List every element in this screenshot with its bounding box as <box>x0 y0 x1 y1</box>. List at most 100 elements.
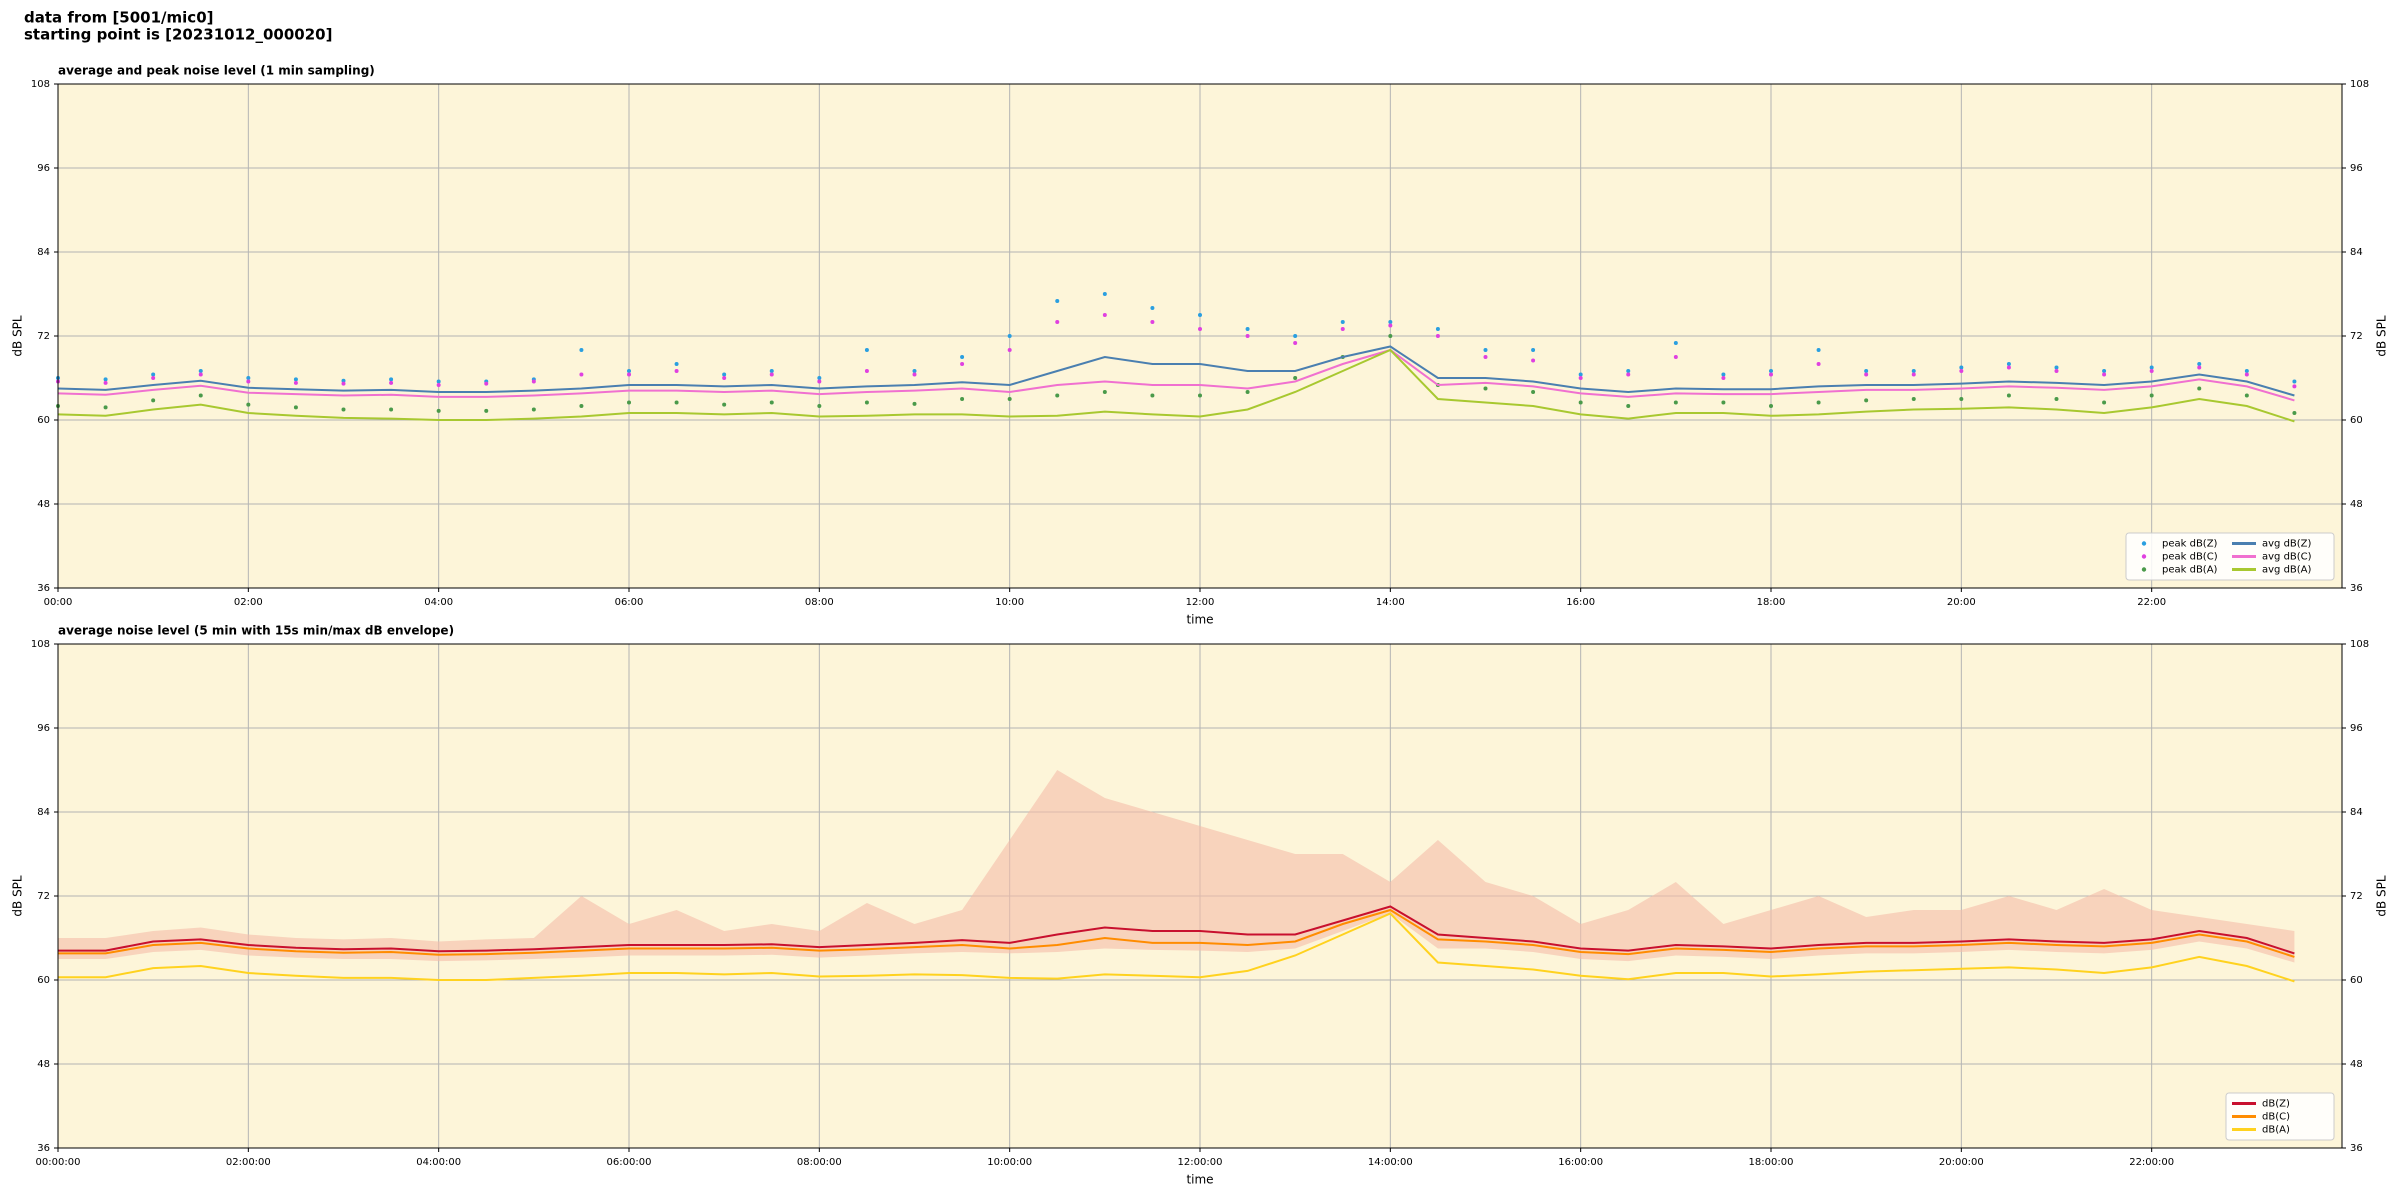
x-tick-label: 16:00:00 <box>1558 1157 1603 1168</box>
peak-dot <box>1198 313 1202 317</box>
peak-dot <box>817 404 822 408</box>
peak-dot <box>769 400 774 405</box>
peak-dot <box>484 381 489 386</box>
peak-dot <box>1769 372 1773 377</box>
peak-dot <box>246 402 251 407</box>
y-tick-label-right: 96 <box>2350 163 2363 174</box>
peak-dot <box>1388 334 1393 338</box>
y-axis-label: dB SPL <box>11 315 25 357</box>
peak-dot <box>1769 404 1773 408</box>
peak-dot <box>674 369 679 373</box>
peak-dot <box>1483 355 1488 359</box>
peak-dot <box>722 376 727 380</box>
peak-dot <box>1055 393 1060 398</box>
peak-dot <box>1531 358 1536 363</box>
peak-dot <box>1769 369 1773 373</box>
peak-dot <box>1245 327 1250 331</box>
peak-dot <box>1055 299 1060 303</box>
peak-dot <box>1673 400 1678 405</box>
y-tick-label: 36 <box>37 583 50 594</box>
peak-dot <box>627 372 631 377</box>
x-tick-label: 04:00 <box>424 597 453 608</box>
x-tick-label: 06:00:00 <box>607 1157 652 1168</box>
peak-dot <box>1198 327 1202 331</box>
peak-dot <box>1198 393 1202 398</box>
peak-dot <box>2006 393 2011 398</box>
x-tick-label: 22:00:00 <box>2129 1157 2174 1168</box>
x-tick-label: 04:00:00 <box>416 1157 461 1168</box>
x-tick-label: 14:00 <box>1376 597 1405 608</box>
peak-dot <box>1102 313 1107 317</box>
peak-dot <box>2292 411 2297 415</box>
y-tick-label: 72 <box>37 891 50 902</box>
peak-dot <box>151 376 156 380</box>
y-tick-label-right: 60 <box>2350 415 2363 426</box>
peak-dot <box>1293 376 1298 380</box>
legend-marker <box>2141 567 2147 572</box>
header-source: data from [5001/mic0] <box>24 9 214 27</box>
chart-title: average noise level (5 min with 15s min/… <box>58 624 454 638</box>
peak-dot <box>627 369 631 373</box>
peak-dot <box>2244 393 2249 398</box>
peak-dot <box>579 348 584 352</box>
peak-dot <box>1483 348 1488 352</box>
peak-dot <box>1673 355 1678 359</box>
peak-dot <box>1055 320 1060 324</box>
legend-label: peak dB(C) <box>2162 552 2218 563</box>
peak-dot <box>1483 386 1488 391</box>
peak-dot <box>198 372 203 377</box>
peak-dot <box>198 393 203 398</box>
legend-label: peak dB(Z) <box>2162 539 2218 550</box>
avg-line <box>57 348 2295 423</box>
x-tick-label: 02:00:00 <box>226 1157 271 1168</box>
y-tick-label-right: 96 <box>2350 723 2363 734</box>
peak-dot <box>1388 323 1393 328</box>
legend-label: avg dB(Z) <box>2262 539 2312 550</box>
peak-dot <box>912 369 917 373</box>
peak-dot <box>2149 365 2154 370</box>
x-tick-label: 02:00 <box>234 597 263 608</box>
peak-dot <box>1150 306 1155 310</box>
peak-dot <box>1626 369 1631 373</box>
x-tick-label: 20:00:00 <box>1939 1157 1984 1168</box>
peak-dot <box>389 377 394 382</box>
peak-dot <box>674 362 679 366</box>
x-tick-label: 20:00 <box>1947 597 1976 608</box>
y-tick-label: 96 <box>37 163 50 174</box>
peak-dot <box>103 377 108 382</box>
x-tick-label: 10:00:00 <box>987 1157 1032 1168</box>
peak-dot <box>103 380 108 385</box>
peak-dot <box>1864 369 1869 373</box>
x-tick-label: 00:00 <box>44 597 73 608</box>
peak-dot <box>1959 365 1964 370</box>
x-tick-label: 08:00 <box>805 597 834 608</box>
peak-dot <box>817 379 822 384</box>
peak-dot <box>1911 369 1916 373</box>
peak-dot <box>2292 384 2297 389</box>
y-tick-label-right: 108 <box>2350 79 2369 90</box>
peak-dot <box>1911 372 1916 377</box>
legend-label: dB(C) <box>2262 1112 2290 1123</box>
x-tick-label: 00:00:00 <box>36 1157 81 1168</box>
peak-dot <box>293 380 298 385</box>
peak-dot <box>1007 348 1012 352</box>
peak-dot <box>2054 369 2059 373</box>
legend-marker <box>2141 554 2147 559</box>
x-axis-label: time <box>1186 613 1213 627</box>
x-tick-label: 22:00 <box>2137 597 2166 608</box>
chart-title: average and peak noise level (1 min samp… <box>58 64 375 78</box>
peak-dot <box>1626 404 1631 408</box>
peak-dot <box>2054 365 2059 370</box>
peak-dot <box>1150 393 1155 398</box>
y-tick-label: 36 <box>37 1143 50 1154</box>
y-tick-label-right: 48 <box>2350 499 2363 510</box>
y-tick-label: 48 <box>37 499 50 510</box>
peak-dot <box>1578 376 1583 380</box>
peak-dot <box>912 372 917 377</box>
peak-dot <box>1959 369 1964 373</box>
y-tick-label-right: 84 <box>2350 247 2363 258</box>
peak-dot <box>2102 372 2107 377</box>
avg-line <box>58 912 2295 983</box>
avg-line <box>58 908 2295 958</box>
